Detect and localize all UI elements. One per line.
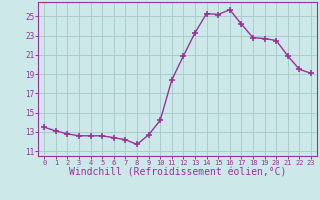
- X-axis label: Windchill (Refroidissement éolien,°C): Windchill (Refroidissement éolien,°C): [69, 168, 286, 178]
